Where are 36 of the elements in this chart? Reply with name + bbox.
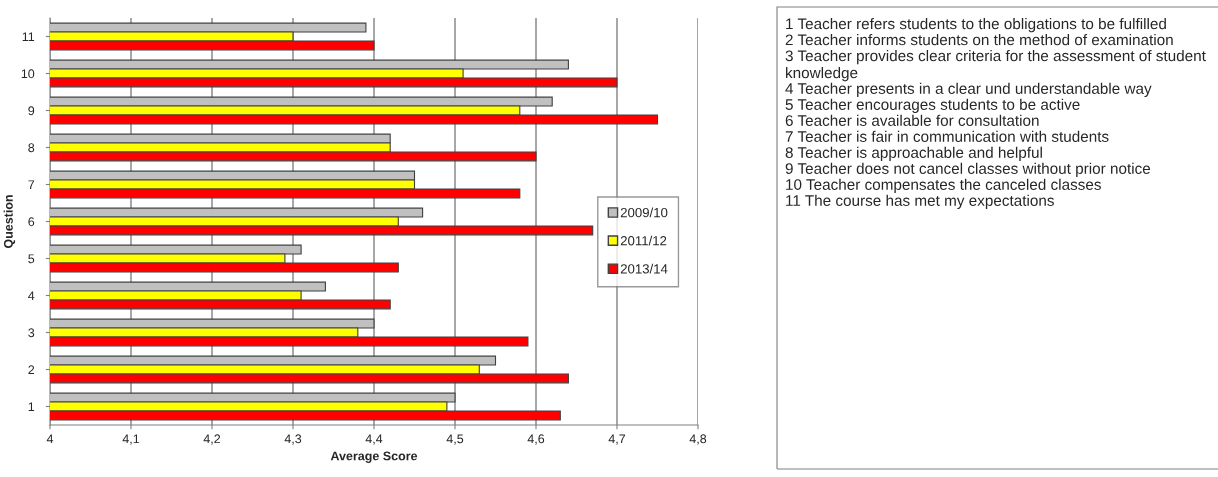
- text: 2 Teacher informs students on the method of examination: [785, 34, 1173, 46]
- y-tick-label: 4: [28, 291, 35, 301]
- y-tick-label: 1: [28, 402, 35, 412]
- x-tick-label: 4,5: [446, 434, 464, 445]
- x-tick-label: 4,6: [527, 434, 545, 445]
- x-tick-label: 4,7: [608, 434, 626, 445]
- y-tick-label: 8: [28, 143, 35, 153]
- text: 8 Teacher is approachable and helpful: [785, 146, 1042, 161]
- y-tick-label: 6: [28, 217, 35, 227]
- x-tick-label: 4,2: [203, 434, 221, 445]
- legend-label: 2009/10: [620, 207, 668, 218]
- x-tick-label: 4,8: [689, 434, 707, 445]
- text: 10 Teacher compensates the canceled classes: [786, 178, 1101, 193]
- text: 3 Teacher provides clear criteria for the assessment of student knowledge: [785, 50, 1206, 82]
- legend-label: 2013/14: [620, 263, 668, 274]
- text: 7 Teacher is fair in communication with students: [785, 130, 1109, 142]
- y-tick-label: 7: [28, 180, 35, 190]
- y-tick-label: 10: [21, 69, 35, 79]
- y-tick-label: 5: [28, 254, 35, 264]
- x-tick-label: 4,3: [284, 434, 302, 445]
- x-tick-label: 4,1: [122, 434, 140, 445]
- x-axis-title: Average Score: [330, 451, 418, 463]
- x-tick-label: 4,4: [365, 434, 383, 445]
- text: 11 The course has met my expectations: [786, 194, 1054, 209]
- y-tick-label: 3: [28, 328, 35, 338]
- text: 4 Teacher presents in a clear und understandable way: [785, 82, 1152, 97]
- text: 5 Teacher encourages students to be active: [785, 98, 1080, 113]
- y-tick-label: 11: [22, 32, 35, 42]
- y-tick-label: 9: [28, 106, 35, 116]
- x-tick-label: 4: [46, 434, 54, 444]
- text: 6 Teacher is available for consultation: [785, 114, 1039, 126]
- text: 1 Teacher refers students to the obligations to be fulfilled: [786, 18, 1166, 33]
- text: 9 Teacher does not cancel classes without prior notice: [785, 162, 1151, 177]
- legend-label: 2011/12: [620, 235, 667, 246]
- y-tick-label: 2: [28, 365, 35, 375]
- y-axis-title: Question: [3, 195, 16, 249]
